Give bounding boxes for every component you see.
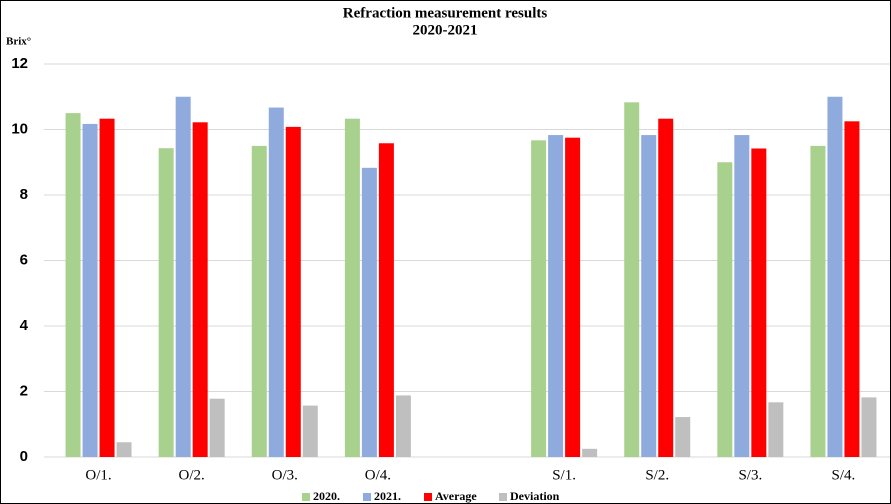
bar	[209, 398, 225, 457]
x-tick-label: O/3.	[272, 467, 298, 483]
bar	[175, 96, 191, 457]
legend-swatch	[499, 493, 507, 501]
legend-swatch	[424, 493, 432, 501]
bar	[624, 102, 640, 457]
bar	[531, 140, 547, 457]
bar	[268, 107, 284, 458]
bar	[861, 397, 877, 457]
x-tick-label: O/1.	[85, 467, 111, 483]
y-tick-label: 0	[20, 448, 28, 465]
legend-label: Deviation	[510, 489, 560, 503]
bar	[844, 121, 860, 457]
x-tick-label: S/2.	[645, 467, 669, 483]
bar	[565, 137, 581, 457]
x-tick-label: S/1.	[552, 467, 576, 483]
bar	[302, 405, 318, 457]
bar	[751, 148, 767, 457]
bar	[827, 96, 843, 457]
legend-swatch	[302, 493, 310, 501]
x-tick-label: S/4.	[832, 467, 856, 483]
y-axis-label: Brix°	[6, 36, 31, 48]
y-tick-label: 2	[20, 382, 28, 399]
y-tick-label: 12	[11, 55, 28, 72]
bar	[641, 135, 657, 457]
bar	[361, 167, 377, 457]
bar	[285, 126, 301, 457]
x-tick-label: O/2.	[179, 467, 205, 483]
bar	[395, 395, 411, 457]
bar	[734, 135, 750, 457]
bar	[658, 118, 674, 457]
x-tick-label: O/4.	[365, 467, 391, 483]
legend-label: 2021.	[374, 489, 401, 503]
legend-swatch	[363, 493, 371, 501]
bar	[344, 118, 360, 457]
legend-label: 2020.	[313, 489, 340, 503]
bar	[99, 118, 115, 457]
bar	[582, 448, 598, 457]
y-tick-label: 8	[20, 186, 28, 203]
legend-label: Average	[435, 489, 477, 503]
bar	[768, 402, 784, 457]
bar	[158, 148, 174, 458]
x-tick-label: S/3.	[738, 467, 762, 483]
bar	[378, 143, 394, 457]
bar	[810, 145, 826, 457]
bar	[192, 122, 208, 458]
chart-title: Refraction measurement results	[343, 5, 548, 21]
bar	[65, 113, 81, 457]
chart-subtitle: 2020-2021	[413, 22, 478, 38]
y-tick-label: 6	[20, 251, 28, 268]
bar	[251, 145, 267, 457]
y-tick-label: 4	[20, 317, 29, 334]
bar	[116, 442, 132, 457]
y-tick-label: 10	[11, 120, 28, 137]
bar	[82, 123, 98, 458]
bar	[548, 135, 564, 457]
bar	[717, 162, 733, 457]
bar	[675, 417, 691, 457]
